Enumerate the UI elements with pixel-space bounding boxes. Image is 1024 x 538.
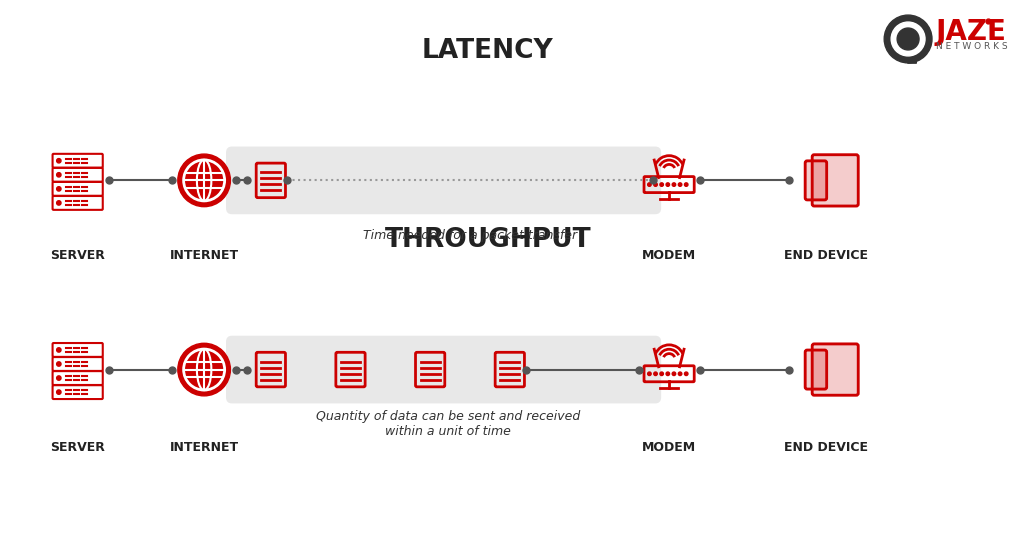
Text: JAZE: JAZE xyxy=(936,18,1007,46)
Circle shape xyxy=(684,183,688,186)
FancyBboxPatch shape xyxy=(812,344,858,395)
Circle shape xyxy=(56,159,61,163)
Text: END DEVICE: END DEVICE xyxy=(784,441,868,454)
Circle shape xyxy=(684,372,688,376)
Circle shape xyxy=(653,372,657,376)
Text: THROUGHPUT: THROUGHPUT xyxy=(385,227,591,253)
FancyBboxPatch shape xyxy=(226,336,662,404)
Circle shape xyxy=(666,183,670,186)
FancyBboxPatch shape xyxy=(805,161,826,200)
Circle shape xyxy=(647,183,651,186)
Circle shape xyxy=(653,183,657,186)
FancyBboxPatch shape xyxy=(907,54,918,64)
Text: Quantity of data can be sent and received
within a unit of time: Quantity of data can be sent and receive… xyxy=(316,410,581,438)
Text: MODEM: MODEM xyxy=(642,441,696,454)
Text: Time needed for a packet transfer: Time needed for a packet transfer xyxy=(362,229,578,242)
Circle shape xyxy=(178,154,230,207)
Circle shape xyxy=(647,372,651,376)
Circle shape xyxy=(56,173,61,177)
FancyBboxPatch shape xyxy=(812,155,858,206)
Circle shape xyxy=(672,372,676,376)
FancyBboxPatch shape xyxy=(226,146,662,214)
Circle shape xyxy=(56,348,61,352)
Circle shape xyxy=(678,183,682,186)
Circle shape xyxy=(678,372,682,376)
Circle shape xyxy=(56,390,61,394)
Circle shape xyxy=(56,187,61,191)
Circle shape xyxy=(659,183,664,186)
Circle shape xyxy=(178,343,230,396)
Text: INTERNET: INTERNET xyxy=(170,249,239,261)
Text: SERVER: SERVER xyxy=(50,249,105,261)
Circle shape xyxy=(56,362,61,366)
Text: INTERNET: INTERNET xyxy=(170,441,239,454)
Circle shape xyxy=(659,372,664,376)
Text: SERVER: SERVER xyxy=(50,441,105,454)
FancyBboxPatch shape xyxy=(805,350,826,389)
Circle shape xyxy=(891,22,925,56)
Circle shape xyxy=(897,28,920,50)
Text: N E T W O R K S: N E T W O R K S xyxy=(936,43,1008,52)
Circle shape xyxy=(884,15,932,63)
Text: MODEM: MODEM xyxy=(642,249,696,261)
Circle shape xyxy=(672,183,676,186)
Circle shape xyxy=(56,376,61,380)
Circle shape xyxy=(666,372,670,376)
Text: LATENCY: LATENCY xyxy=(422,38,554,64)
Text: END DEVICE: END DEVICE xyxy=(784,249,868,261)
Circle shape xyxy=(56,201,61,205)
